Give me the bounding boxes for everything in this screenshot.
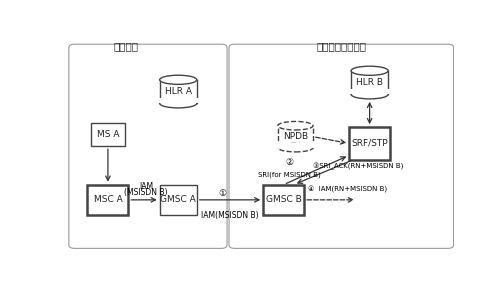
Text: MS A: MS A xyxy=(97,130,119,139)
Ellipse shape xyxy=(351,66,388,75)
Polygon shape xyxy=(278,126,313,148)
Text: ④  IAM(RN+MSISDN B): ④ IAM(RN+MSISDN B) xyxy=(308,186,387,193)
Text: MSC A: MSC A xyxy=(94,195,122,204)
Polygon shape xyxy=(349,89,390,94)
FancyBboxPatch shape xyxy=(263,185,304,215)
Text: SRF/STP: SRF/STP xyxy=(351,139,388,148)
Text: HLR A: HLR A xyxy=(165,87,192,96)
Ellipse shape xyxy=(160,75,197,84)
Text: IAM: IAM xyxy=(139,182,153,191)
Text: ②: ② xyxy=(285,158,293,167)
Text: (MSISDN B): (MSISDN B) xyxy=(124,188,168,197)
Text: IAM(MSISDN B): IAM(MSISDN B) xyxy=(201,211,259,220)
Text: NPDB: NPDB xyxy=(283,132,308,141)
FancyBboxPatch shape xyxy=(69,44,227,248)
Polygon shape xyxy=(351,71,388,94)
Text: 始发网络: 始发网络 xyxy=(113,41,139,51)
Polygon shape xyxy=(160,80,197,103)
Ellipse shape xyxy=(351,90,388,99)
Text: GMSC B: GMSC B xyxy=(266,195,301,204)
Ellipse shape xyxy=(278,143,313,152)
FancyBboxPatch shape xyxy=(87,185,129,215)
FancyBboxPatch shape xyxy=(229,44,454,248)
Ellipse shape xyxy=(278,122,313,130)
FancyBboxPatch shape xyxy=(349,127,390,160)
Text: ①: ① xyxy=(218,189,226,197)
FancyBboxPatch shape xyxy=(91,122,124,146)
FancyBboxPatch shape xyxy=(160,185,197,215)
Text: 被叫号码拥有网络: 被叫号码拥有网络 xyxy=(317,41,366,51)
Polygon shape xyxy=(276,143,315,148)
Text: ③SRI_ACK(RN+MSISDN B): ③SRI_ACK(RN+MSISDN B) xyxy=(313,163,404,170)
Ellipse shape xyxy=(160,99,197,108)
Text: SRI(for MSISDN B): SRI(for MSISDN B) xyxy=(258,171,321,178)
Text: HLR B: HLR B xyxy=(356,78,383,87)
Text: GMSC A: GMSC A xyxy=(160,195,196,204)
Polygon shape xyxy=(158,98,199,103)
